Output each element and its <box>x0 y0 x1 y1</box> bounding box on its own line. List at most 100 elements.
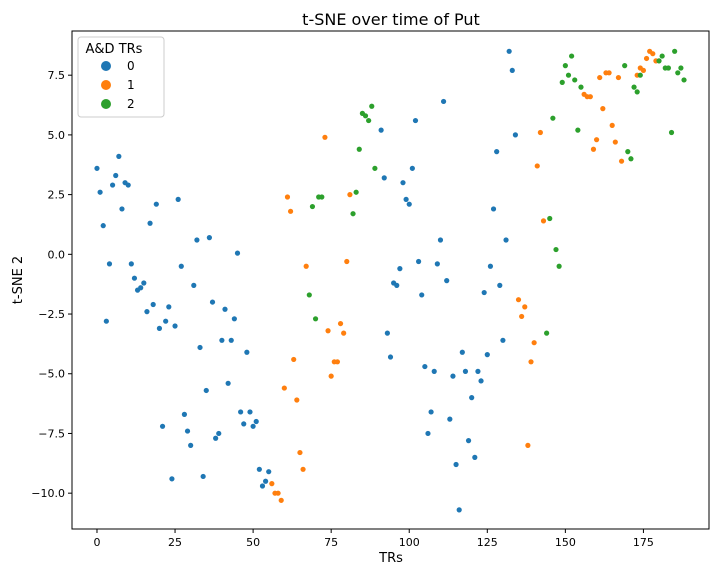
data-point <box>100 223 106 229</box>
data-point <box>231 316 237 322</box>
data-point <box>203 387 209 394</box>
data-point <box>606 70 612 76</box>
data-point <box>503 237 509 243</box>
data-point <box>437 237 444 243</box>
data-point <box>291 356 297 363</box>
data-point <box>97 189 103 195</box>
data-point <box>278 497 284 503</box>
y-tick-label: 5.0 <box>48 129 66 142</box>
data-point <box>678 65 684 71</box>
data-point <box>325 328 331 334</box>
data-point <box>159 423 166 429</box>
data-point <box>637 72 643 78</box>
data-point <box>347 192 353 198</box>
data-point <box>150 301 156 308</box>
data-point <box>431 368 437 374</box>
data-point <box>416 258 422 265</box>
data-point <box>138 285 144 291</box>
data-point <box>144 309 150 315</box>
data-point <box>341 330 347 336</box>
data-point <box>94 165 100 171</box>
data-point <box>319 194 325 200</box>
data-point <box>640 67 647 74</box>
data-point <box>337 320 344 327</box>
data-point <box>344 258 350 265</box>
data-point <box>175 196 181 202</box>
data-point <box>597 74 603 81</box>
data-point <box>453 461 459 468</box>
data-point <box>384 330 390 336</box>
data-point <box>515 297 522 303</box>
data-point <box>500 337 506 343</box>
x-tick-label: 100 <box>399 536 420 549</box>
data-point <box>425 430 431 437</box>
data-point <box>409 165 415 171</box>
y-tick-label: −2.5 <box>38 308 65 321</box>
data-point <box>188 442 194 448</box>
data-point <box>531 340 537 346</box>
data-point <box>300 466 306 472</box>
data-point <box>244 349 250 355</box>
data-point <box>575 127 581 133</box>
data-point <box>643 55 650 62</box>
data-point <box>487 263 494 269</box>
y-axis-ticks: −10.0 −7.5 −5.0 −2.5 0.0 2.5 5.0 7.5 <box>31 69 72 500</box>
data-point <box>362 113 369 119</box>
data-point <box>400 180 406 186</box>
data-point <box>275 490 281 496</box>
legend-marker <box>101 99 111 109</box>
data-point <box>294 397 300 403</box>
data-point <box>253 418 259 425</box>
data-point <box>628 156 634 162</box>
data-point <box>191 282 197 288</box>
data-point <box>512 132 519 138</box>
data-point <box>250 423 256 429</box>
data-point <box>366 117 372 124</box>
legend-title: A&D TRs <box>86 42 143 57</box>
data-point <box>200 473 206 480</box>
y-tick-label: −5.0 <box>38 368 65 381</box>
data-point <box>450 373 456 379</box>
data-point <box>109 182 116 188</box>
data-point <box>412 117 419 124</box>
series-1 <box>269 48 659 503</box>
series-0 <box>94 48 519 513</box>
y-tick-label: 2.5 <box>48 189 66 202</box>
data-point <box>213 435 219 441</box>
data-point <box>234 250 241 256</box>
data-point <box>219 337 225 343</box>
legend-marker <box>101 61 111 71</box>
data-point <box>544 330 550 336</box>
data-point <box>216 430 222 437</box>
data-point <box>497 282 503 288</box>
data-point <box>166 304 172 310</box>
data-point <box>256 466 262 472</box>
data-point <box>238 409 244 415</box>
data-point <box>381 175 387 181</box>
data-point <box>297 449 303 456</box>
data-point <box>387 354 394 360</box>
data-point <box>128 261 134 267</box>
data-point <box>103 318 109 324</box>
y-tick-label: 7.5 <box>48 69 66 82</box>
data-point <box>312 316 319 322</box>
data-point <box>462 368 469 374</box>
data-point <box>469 395 475 401</box>
data-point <box>494 149 500 155</box>
data-point <box>522 304 528 310</box>
data-point <box>587 94 593 100</box>
data-point <box>406 201 412 207</box>
data-point <box>141 280 147 286</box>
data-point <box>284 194 291 200</box>
x-tick-label: 25 <box>168 536 182 549</box>
data-point <box>194 237 200 243</box>
data-point <box>181 411 188 417</box>
data-point <box>519 313 525 320</box>
data-point <box>322 134 328 140</box>
data-point <box>484 352 490 358</box>
data-point <box>622 63 628 69</box>
data-point <box>206 235 212 241</box>
data-point <box>528 359 534 365</box>
data-point <box>672 48 678 54</box>
